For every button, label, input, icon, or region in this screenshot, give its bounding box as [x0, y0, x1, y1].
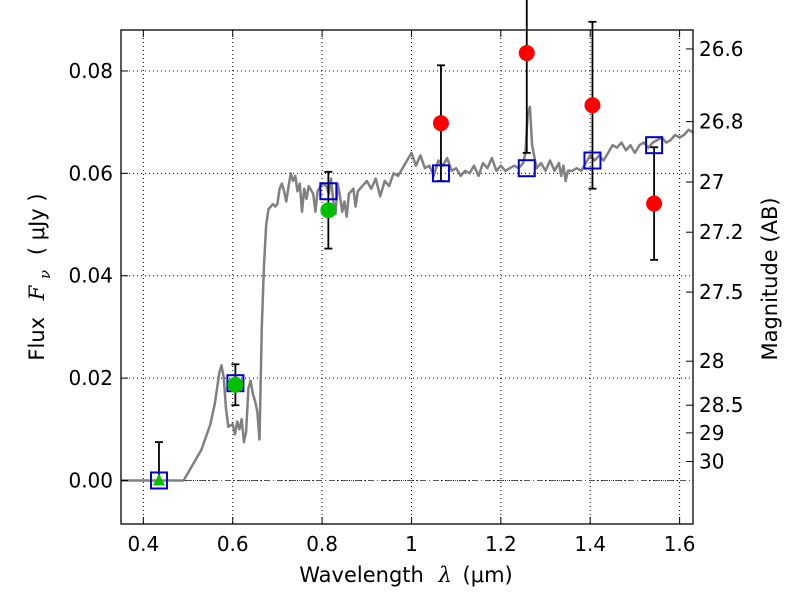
y-tick-label: 0.06: [68, 161, 113, 185]
y-axis-label: Flux F ν ( μJy ): [25, 193, 55, 360]
plot-border: [120, 29, 694, 525]
x-tick-label: 1: [405, 532, 418, 556]
magnitude-tick-label: 26.6: [699, 37, 744, 61]
y-tick-label: 0.02: [68, 366, 113, 390]
grid: [121, 30, 693, 524]
upper-limit-triangle: [152, 473, 165, 486]
red-detection-point: [584, 97, 601, 114]
model-photometry-square: [149, 471, 168, 490]
model-sed-layer: [121, 105, 694, 482]
green-detection-point: [227, 376, 244, 393]
y-tick-label: 0.04: [68, 264, 113, 288]
red-detection-point: [646, 195, 663, 212]
x-tick-label: 1.4: [574, 532, 606, 556]
magnitude-tick-label: 27.2: [699, 220, 744, 244]
x-tick-label: 1.2: [485, 532, 517, 556]
x-axis-label-unit: (μm): [463, 563, 513, 587]
x-axis-label-text: Wavelength: [299, 563, 424, 587]
model-photometry-square: [517, 159, 536, 178]
y-axis-label-unit: ( μJy ): [25, 193, 49, 255]
error-bars: [154, 0, 659, 481]
magnitude-tick-label: 28: [699, 349, 724, 373]
magnitude-tick-label: 28.5: [699, 393, 744, 417]
magnitude-tick-label: 27.5: [699, 280, 744, 304]
y-tick-label: 0.08: [68, 59, 113, 83]
sed-model-line: [121, 105, 694, 482]
y-tick-label: 0.00: [68, 468, 113, 492]
y-axis-label-subscript: ν: [36, 270, 54, 279]
axis-ticks: 0.4 0.6 0.8 1 1.2 1.4 1.6 0.00 0.02 0.04 0.06 0.08 2…: [68, 30, 744, 556]
magnitude-tick-label: 27: [699, 170, 724, 194]
plot-frame: [120, 29, 694, 525]
model-photometry-square: [319, 182, 338, 201]
magnitude-tick-label: 26.8: [699, 110, 744, 134]
data-markers: [149, 45, 664, 490]
x-axis-label-symbol: λ: [438, 563, 452, 587]
model-photometry-square: [645, 136, 664, 155]
x-axis-label: Wavelength λ (μm): [299, 563, 512, 587]
green-detection-point: [320, 202, 337, 219]
red-detection-point: [432, 115, 449, 132]
magnitude-tick-label: 30: [699, 450, 724, 474]
y-axis-label-symbol: F: [25, 284, 49, 301]
magnitude-tick-label: 29: [699, 421, 724, 445]
model-photometry-square: [583, 151, 602, 170]
red-detection-point: [518, 45, 535, 62]
x-tick-label: 0.6: [217, 532, 249, 556]
x-tick-label: 0.8: [306, 532, 338, 556]
right-axis-label: Magnitude (AB): [758, 197, 782, 360]
x-tick-label: 0.4: [127, 532, 159, 556]
x-tick-label: 1.6: [664, 532, 696, 556]
y-axis-label-text: Flux: [25, 317, 49, 361]
model-photometry-square: [431, 164, 450, 183]
